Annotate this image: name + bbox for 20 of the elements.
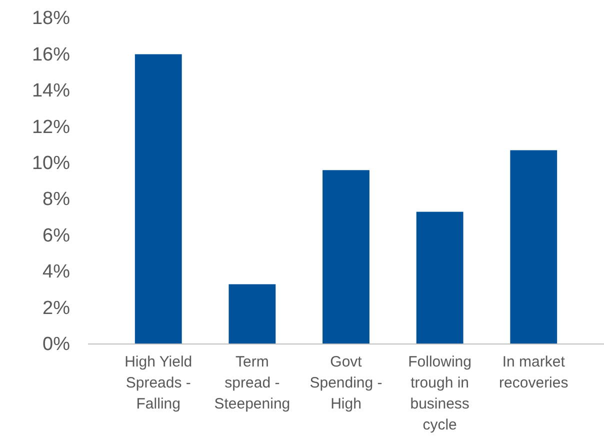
y-tick-label: 0%	[42, 334, 70, 356]
y-tick-label: 14%	[32, 80, 70, 102]
bar	[510, 150, 558, 344]
x-tick-label: In market recoveries	[499, 354, 568, 392]
y-tick-label: 10%	[32, 152, 70, 174]
y-tick-label: 4%	[42, 262, 70, 283]
y-tick-label: 12%	[32, 116, 70, 138]
x-tick-label: Govt Spending - High	[310, 354, 382, 413]
bar	[134, 54, 182, 344]
x-tick-label: Term spread - Steepening	[214, 354, 290, 413]
y-tick-label: 8%	[42, 189, 70, 210]
x-tick-label: Following trough in business cycle	[408, 354, 472, 434]
bar	[322, 170, 370, 344]
bar	[416, 212, 464, 344]
y-tick-label: 16%	[32, 44, 70, 66]
y-tick-label: 18%	[32, 8, 70, 30]
y-tick-label: 2%	[42, 298, 70, 319]
x-tick-label: High Yield Spreads - Falling	[124, 354, 192, 413]
y-tick-label: 6%	[42, 225, 70, 246]
bar	[228, 284, 276, 344]
